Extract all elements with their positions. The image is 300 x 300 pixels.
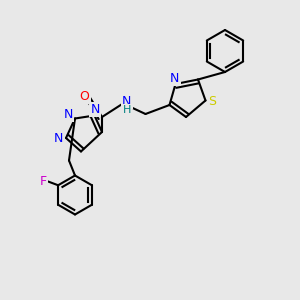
Text: H: H [122, 105, 131, 115]
Text: N: N [54, 132, 63, 145]
Text: O: O [80, 89, 89, 103]
Text: F: F [40, 175, 47, 188]
Text: S: S [208, 95, 216, 109]
Text: N: N [90, 103, 100, 116]
Text: N: N [64, 108, 73, 122]
Text: N: N [170, 72, 180, 85]
Text: N: N [122, 95, 132, 108]
